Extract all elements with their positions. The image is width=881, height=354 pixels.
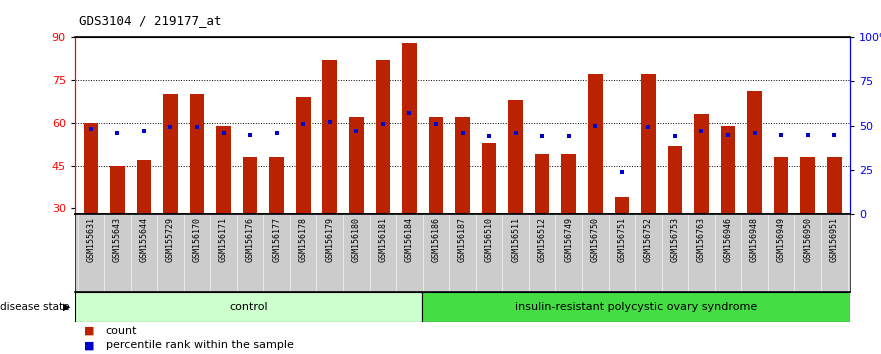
Text: GSM155729: GSM155729 [166, 217, 175, 262]
Text: GSM156763: GSM156763 [697, 217, 706, 262]
Bar [641, 74, 655, 294]
Bar [455, 117, 470, 294]
Bar [402, 43, 417, 294]
Text: GSM156176: GSM156176 [246, 217, 255, 262]
Text: GSM156177: GSM156177 [272, 217, 281, 262]
Text: GSM156751: GSM156751 [618, 217, 626, 262]
Bar [535, 154, 550, 294]
Text: GSM156510: GSM156510 [485, 217, 493, 262]
Bar [482, 143, 496, 294]
Text: GSM155643: GSM155643 [113, 217, 122, 262]
Text: percentile rank within the sample: percentile rank within the sample [106, 340, 293, 350]
Text: GSM156750: GSM156750 [591, 217, 600, 262]
Bar [774, 157, 788, 294]
Text: GDS3104 / 219177_at: GDS3104 / 219177_at [79, 14, 222, 27]
Text: GSM156949: GSM156949 [777, 217, 786, 262]
Bar [322, 60, 337, 294]
Text: count: count [106, 326, 137, 336]
Text: GSM156753: GSM156753 [670, 217, 679, 262]
Bar [694, 114, 709, 294]
Text: GSM156181: GSM156181 [378, 217, 388, 262]
Bar [243, 157, 257, 294]
Text: ▶: ▶ [63, 302, 70, 312]
Text: GSM156946: GSM156946 [723, 217, 732, 262]
Text: GSM156178: GSM156178 [299, 217, 307, 262]
Text: ■: ■ [84, 340, 94, 350]
Bar [588, 74, 603, 294]
Text: ■: ■ [84, 326, 94, 336]
Bar [429, 117, 443, 294]
Text: GSM156179: GSM156179 [325, 217, 334, 262]
Text: GSM156187: GSM156187 [458, 217, 467, 262]
Text: GSM156752: GSM156752 [644, 217, 653, 262]
Text: GSM156184: GSM156184 [405, 217, 414, 262]
Bar [349, 117, 364, 294]
Bar [296, 97, 310, 294]
Text: GSM156950: GSM156950 [803, 217, 812, 262]
Text: GSM155644: GSM155644 [139, 217, 148, 262]
Bar [561, 154, 576, 294]
Bar [800, 157, 815, 294]
Text: GSM156180: GSM156180 [352, 217, 361, 262]
Bar [137, 160, 152, 294]
Bar [422, 292, 850, 322]
Text: GSM156749: GSM156749 [564, 217, 574, 262]
Bar [827, 157, 841, 294]
Bar [721, 126, 736, 294]
Bar [75, 292, 422, 322]
Text: control: control [229, 302, 268, 312]
Text: GSM156171: GSM156171 [219, 217, 228, 262]
Text: GSM155631: GSM155631 [86, 217, 95, 262]
Bar [375, 60, 390, 294]
Bar [84, 123, 98, 294]
Bar [270, 157, 284, 294]
Text: GSM156186: GSM156186 [432, 217, 440, 262]
Text: GSM156170: GSM156170 [193, 217, 202, 262]
Bar [163, 94, 178, 294]
Bar [110, 166, 125, 294]
Text: disease state: disease state [0, 302, 70, 312]
Text: GSM156512: GSM156512 [537, 217, 547, 262]
Text: GSM156511: GSM156511 [511, 217, 520, 262]
Bar [189, 94, 204, 294]
Bar [668, 145, 682, 294]
Bar [615, 197, 629, 294]
Text: GSM156951: GSM156951 [830, 217, 839, 262]
Bar [216, 126, 231, 294]
Bar [508, 100, 523, 294]
Text: GSM156948: GSM156948 [750, 217, 759, 262]
Bar [747, 91, 762, 294]
Text: insulin-resistant polycystic ovary syndrome: insulin-resistant polycystic ovary syndr… [515, 302, 758, 312]
